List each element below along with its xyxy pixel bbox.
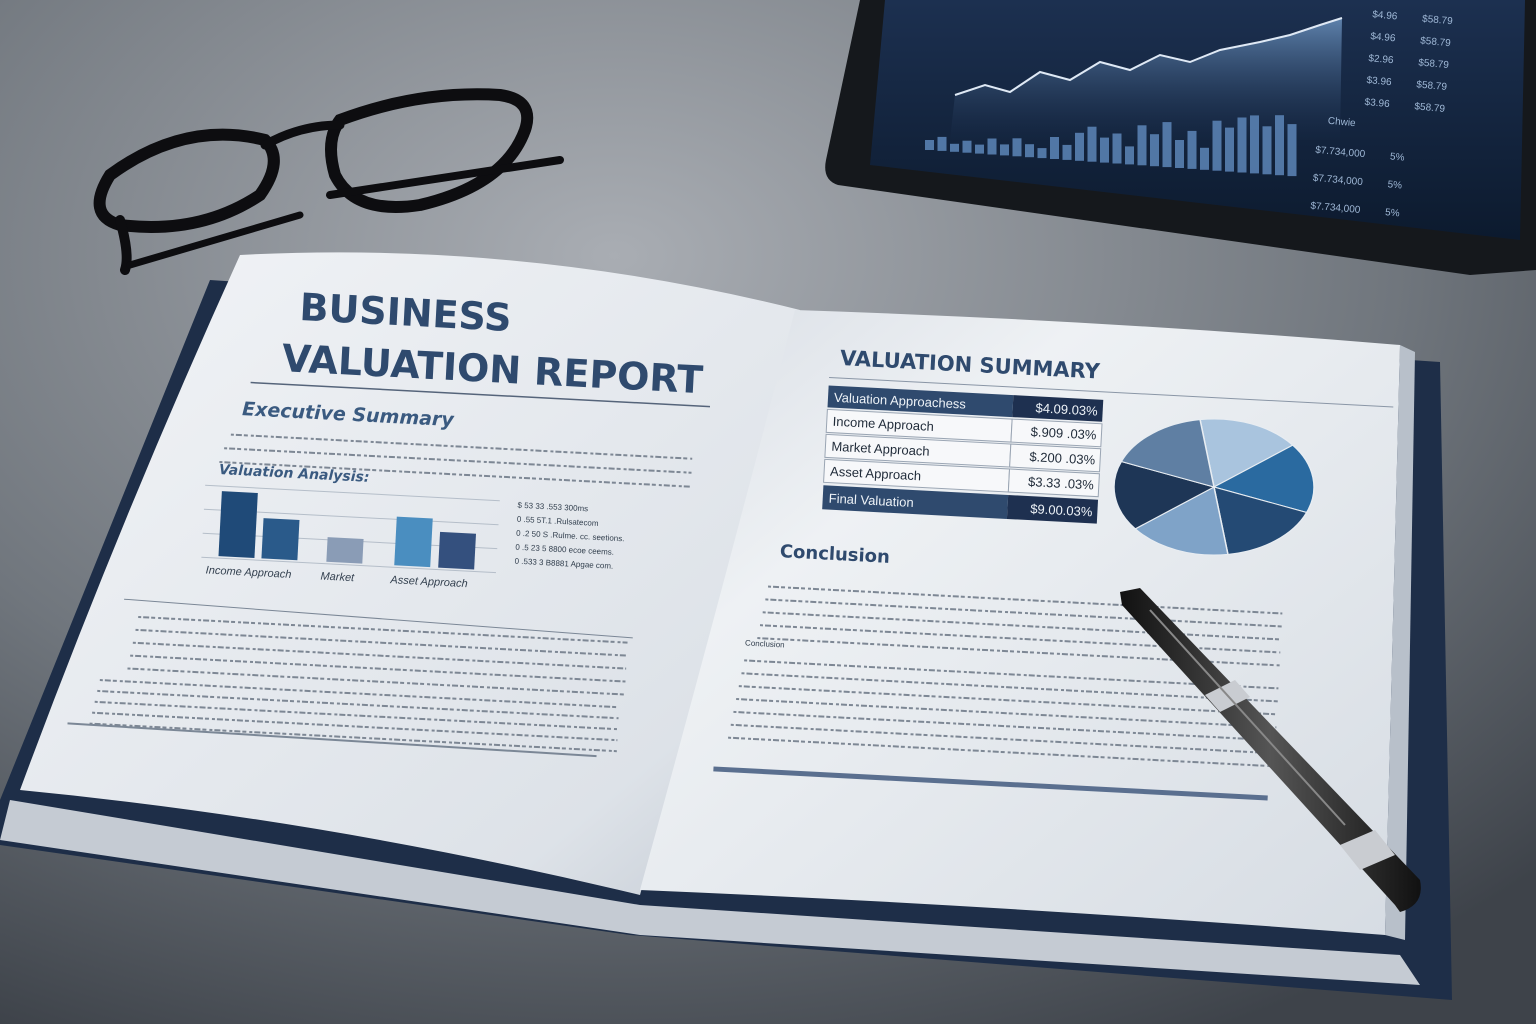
tablet-total: $7.734,000 (1310, 201, 1361, 216)
tablet-bar (937, 136, 947, 151)
tablet-value: $58.79 (1414, 101, 1446, 115)
bar (394, 516, 433, 568)
table-row-value: $.909 .03% (1030, 424, 1097, 442)
tablet-bar (925, 140, 934, 150)
side-figure: 0 .55 5T.1 .Rulsatecom (517, 515, 600, 528)
tablet-bar (1125, 146, 1134, 165)
pie-slice (1212, 444, 1315, 514)
valuation-table: Valuation Approachess $4.09.03% Income A… (822, 385, 1104, 524)
tablet-bar (1237, 117, 1247, 173)
tablet-bar (1037, 148, 1047, 159)
table-header-value: $4.09.03% (1035, 400, 1098, 418)
tablet-bar (1062, 144, 1072, 160)
table-header-label: Valuation Approachess (834, 390, 967, 412)
conclusion-note: Conclusion (745, 638, 785, 649)
table-row-value: $3.33 .03% (1028, 474, 1095, 492)
bar-category-label: Market (320, 570, 355, 584)
valuation-analysis-heading: Valuation Analysis: (219, 462, 370, 486)
tablet-value: $3.96 (1364, 97, 1390, 110)
tablet: $4.96 $58.79 $4.96 $58.79 $2.96 $58.79 $3.96 $5… (825, 0, 1536, 275)
table-footer-value: $9.00.03% (1030, 501, 1093, 519)
tablet-bar (1075, 132, 1084, 161)
tablet-total-pct: 5% (1387, 179, 1402, 191)
tablet-bar (1100, 137, 1109, 163)
tablet-bar (1050, 137, 1059, 159)
table-row-value: $.200 .03% (1029, 449, 1096, 467)
tablet-bar (1012, 138, 1022, 157)
bar (438, 531, 477, 570)
tablet-total-pct: 5% (1390, 151, 1405, 163)
tablet-value: $2.96 (1368, 53, 1394, 66)
tablet-bar-chart (925, 115, 1297, 177)
bar (218, 491, 258, 558)
tablet-total: $7.734,000 (1315, 145, 1366, 160)
table-row-label: Market Approach (831, 439, 930, 459)
valuation-bar-chart: Income Approach Market Asset Approach (201, 484, 500, 590)
tablet-value: $4.96 (1370, 31, 1396, 44)
bar-category-label: Income Approach (205, 564, 291, 580)
tablet-bar (1000, 144, 1009, 156)
pie-slice (1134, 486, 1229, 556)
tablet-label: Chwie (1327, 116, 1356, 129)
tablet-bar (1175, 140, 1184, 168)
tablet-value: $4.96 (1372, 9, 1398, 22)
pie-slice (1113, 460, 1216, 530)
tablet-value: $58.79 (1416, 79, 1448, 93)
tablet-value: $58.79 (1420, 36, 1452, 50)
side-figure: $ 53 33 .553 300ms (517, 501, 588, 514)
tablet-bar (962, 140, 972, 153)
tablet-bar (1025, 144, 1034, 158)
tablet-bar (1187, 130, 1197, 169)
pie-slice (1213, 486, 1308, 555)
bar (261, 518, 300, 561)
table-row-label: Income Approach (832, 414, 934, 434)
tablet-bar (950, 143, 959, 152)
tablet-line-chart (950, 18, 1342, 140)
left-page: BUSINESS VALUATION REPORT Executive Summ… (20, 252, 800, 896)
tablet-value: $58.79 (1422, 14, 1454, 28)
table-row-label: Asset Approach (830, 464, 922, 484)
bar-category-label: Asset Approach (389, 574, 468, 590)
tablet-bar (1150, 134, 1159, 167)
pie-slice (1199, 418, 1294, 488)
glasses (93, 88, 564, 275)
tablet-bar (1287, 124, 1297, 177)
tablet-bar (1162, 122, 1172, 168)
tablet-bar (987, 138, 997, 155)
tablet-bar (1262, 126, 1272, 175)
tablet-bar (1112, 133, 1122, 164)
tablet-value: $58.79 (1418, 57, 1450, 71)
tablet-bar (1137, 125, 1147, 166)
tablet-bar (1200, 147, 1209, 170)
tablet-bar (975, 144, 984, 154)
tablet-value-table: $4.96 $58.79 $4.96 $58.79 $2.96 $58.79 $3.96 $5… (1310, 9, 1454, 219)
pie-slice (1120, 419, 1215, 488)
pen (1120, 588, 1421, 912)
tablet-line (954, 17, 1343, 96)
table-footer-label: Final Valuation (828, 491, 914, 510)
right-page: VALUATION SUMMARY Valuation Approachess … (640, 310, 1415, 940)
tablet-bar (1212, 120, 1222, 171)
tablet-total-pct: 5% (1385, 207, 1400, 219)
valuation-pie-chart (1113, 418, 1315, 556)
tablet-bar (1087, 126, 1097, 162)
tablet-value: $3.96 (1366, 75, 1392, 88)
tablet-bar (1275, 115, 1284, 176)
tablet-bar (1225, 127, 1234, 172)
bar (326, 537, 364, 564)
tablet-total: $7.734,000 (1312, 173, 1363, 188)
tablet-bar (1250, 115, 1259, 174)
